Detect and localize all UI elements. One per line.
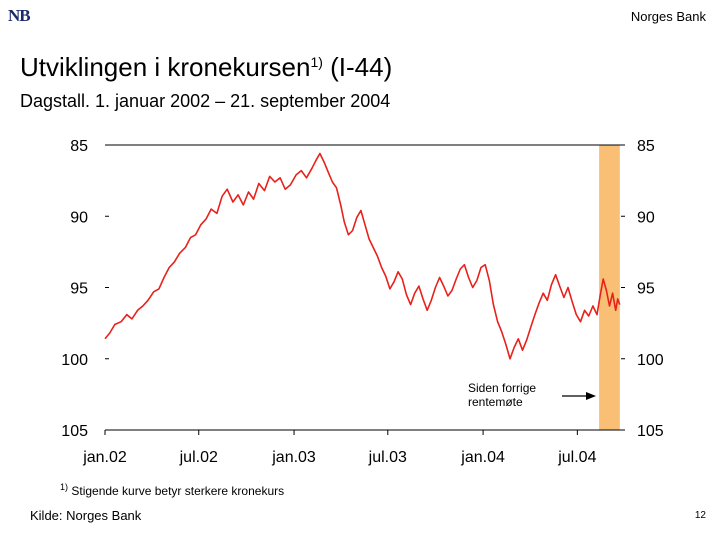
y-tick-label-left: 90 [70,209,88,226]
y-tick-label-right: 85 [637,138,655,155]
footnote-text: Stigende kurve betyr sterkere kronekurs [68,484,285,498]
y-tick-label-right: 105 [637,423,664,440]
page-number: 12 [694,510,706,521]
x-tick-label: jul.03 [368,449,407,466]
annotation-label-line1: Siden forrige [468,381,536,395]
title-main: Utviklingen i kronekursen [20,52,311,82]
shade-layer [599,145,620,430]
footnote: 1) Stigende kurve betyr sterkere kroneku… [60,482,284,498]
y-tick-label-left: 95 [70,281,88,298]
annotation-arrow-head [586,392,596,400]
footnote-mark: 1) [60,482,69,492]
series-layer [104,152,621,360]
x-tick-label: jul.04 [557,449,596,466]
y-tick-label-right: 100 [637,352,664,369]
logo-text: NB [8,6,31,25]
page-title: Utviklingen i kronekursen1) (I-44) [20,52,392,83]
source-note: Kilde: Norges Bank [30,508,142,523]
page-subtitle: Dagstall. 1. januar 2002 – 21. september… [20,91,391,111]
norges-bank-logo: NB [8,6,31,26]
axis-layer [104,144,625,435]
shaded-region [599,145,620,430]
series-line [104,152,621,360]
y-tick-label-right: 95 [637,281,655,298]
y-tick-label-right: 90 [637,209,655,226]
y-tick-label-left: 105 [61,423,88,440]
x-tick-label: jan.02 [82,449,127,466]
y-tick-label-left: 100 [61,352,88,369]
y-tick-label-left: 85 [70,138,88,155]
title-footnote-mark: 1) [310,54,323,70]
label-layer: 85 85 90 90 95 95 100 100 105 105 jan.02 jul.02 jan.… [61,138,664,466]
x-tick-label: jan.04 [460,449,505,466]
annotation-label-line2: rentemøte [468,395,523,409]
x-tick-label: jan.03 [271,449,316,466]
brand-name: Norges Bank [630,9,706,24]
x-tick-label: jul.02 [179,449,218,466]
title-suffix: (I-44) [322,52,393,82]
